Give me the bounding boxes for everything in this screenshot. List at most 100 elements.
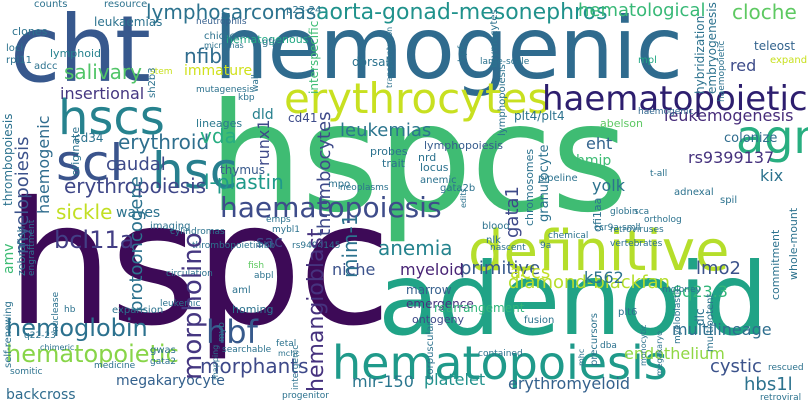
word: cloche — [732, 0, 797, 24]
word: mpl — [638, 55, 657, 66]
word: marrow — [406, 283, 452, 297]
word: ontogeny — [412, 313, 464, 326]
word: thrombopoietin — [192, 241, 262, 251]
word: hb — [64, 305, 76, 315]
word: gfi1aa — [591, 197, 604, 232]
word: chromosomes — [523, 148, 536, 226]
word: hbb — [258, 241, 276, 251]
word: granulocyte — [537, 144, 552, 222]
word: resource — [104, 0, 148, 10]
word: caudal — [106, 154, 166, 175]
word: morpholino — [178, 232, 208, 380]
word: commitment — [769, 229, 782, 300]
word: thrombopoiesis — [1, 113, 15, 206]
word: diamond-blackfan — [508, 272, 670, 293]
word: gata2 — [150, 357, 176, 367]
word: globin — [610, 207, 638, 217]
word: haematopoietic — [542, 79, 808, 119]
word: thrombocytes — [314, 111, 335, 236]
word: erythromyeloid — [508, 374, 631, 393]
word: haemogenic — [34, 115, 53, 214]
word: locus — [420, 161, 449, 174]
word: hmip — [576, 153, 612, 169]
word: cd41 — [288, 111, 318, 125]
word: ccr9a — [594, 223, 619, 233]
word: mpo — [328, 179, 351, 190]
word: fish — [248, 261, 265, 271]
word: lymphopoiesis — [497, 64, 508, 136]
word: wall — [251, 74, 261, 92]
word: medicine — [94, 361, 136, 371]
word: l-plastin — [204, 170, 284, 194]
word: abelson — [600, 117, 643, 130]
word: anemic — [420, 175, 457, 186]
word: agm — [736, 110, 808, 164]
word: gwas — [150, 345, 176, 356]
word: fusion — [524, 315, 555, 326]
word: myb — [217, 322, 227, 342]
word: aorta-gonad-mesonephros — [316, 0, 608, 25]
word: haemopoietic — [717, 40, 727, 102]
word: haematopoiesis — [220, 191, 442, 224]
word: neutrophils — [196, 17, 247, 27]
word: interspecific — [307, 20, 321, 94]
word: aml — [232, 285, 251, 296]
word: gata1 — [502, 186, 523, 238]
word: originate — [69, 126, 82, 176]
word: kix — [760, 166, 784, 185]
word: plt6 — [618, 307, 638, 318]
word: mim-1 — [338, 213, 362, 278]
word: protooncogene — [126, 176, 147, 312]
word: hemoglobin — [6, 314, 148, 342]
word: anemia — [378, 236, 453, 260]
word: cystic — [710, 356, 762, 377]
word: chemical — [548, 231, 589, 241]
word: hemogenic — [214, 0, 683, 99]
word: red — [730, 56, 757, 75]
word: insertional — [60, 84, 145, 103]
word: hspc — [6, 166, 392, 364]
word: accs — [510, 262, 551, 283]
word: emps — [266, 215, 291, 225]
word: somitic — [10, 367, 43, 377]
word: rearrangement — [434, 301, 525, 315]
word: leukemic — [160, 299, 201, 309]
word: ortholog — [644, 215, 682, 225]
word: vertebrates — [610, 239, 663, 249]
word: eht — [586, 134, 613, 153]
word: large-scale — [480, 57, 530, 67]
word: transplantation — [385, 26, 394, 88]
word: sh2b3 — [147, 67, 158, 98]
word: spil — [720, 195, 738, 206]
word: myeloid — [400, 260, 464, 279]
word: amv — [1, 243, 17, 274]
word: nuclease — [51, 291, 61, 332]
word: morphants — [200, 354, 309, 378]
word: searchable — [222, 345, 272, 355]
word: contained — [478, 349, 523, 359]
word: hbf — [206, 313, 258, 351]
word: multipotent — [705, 293, 716, 352]
word: adenoid — [378, 241, 768, 358]
word: kbp — [238, 93, 255, 103]
word: erythrocytes — [284, 74, 550, 123]
word: blood — [482, 221, 510, 232]
word: nlk — [486, 235, 501, 246]
word: loci — [6, 43, 24, 54]
word: yolk — [592, 176, 625, 195]
word: haemogenic — [638, 107, 694, 117]
word: gata2b — [440, 183, 476, 194]
word: hsc — [152, 142, 238, 200]
word: pipeline — [538, 173, 578, 184]
word: sac — [256, 232, 283, 251]
word: micrornas — [204, 41, 244, 50]
word: platelet — [424, 370, 486, 389]
word: plt4/plt4 — [514, 109, 565, 123]
word: runx1 — [254, 119, 273, 166]
word: salivary — [64, 60, 142, 84]
word: 6q23.3 — [672, 282, 728, 301]
word: hbs1l — [744, 374, 793, 395]
word: self-renewing — [3, 301, 14, 368]
word: probes — [370, 145, 408, 158]
word: endothelium — [624, 344, 725, 363]
